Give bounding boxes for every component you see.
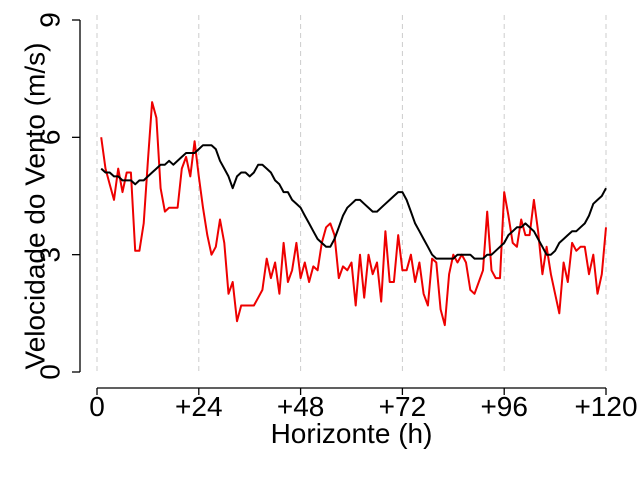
data-series <box>100 101 607 327</box>
x-tick-label-1: +24 <box>175 391 223 422</box>
y-axis-ticks: 0 3 6 9 <box>34 12 80 380</box>
x-tick-label-2: +48 <box>277 391 325 422</box>
series-line-1 <box>100 144 607 260</box>
x-axis-ticks: 0 +24 +48 +72 +96 +120 <box>89 388 638 422</box>
x-tick-label-4: +96 <box>480 391 528 422</box>
y-tick-label-0: 0 <box>34 364 65 380</box>
x-tick-label-3: +72 <box>379 391 427 422</box>
axes <box>79 20 606 389</box>
grid-lines <box>96 15 607 372</box>
x-tick-label-0: 0 <box>89 391 105 422</box>
y-axis-title: Velocidade do Vento (m/s) <box>19 43 50 370</box>
y-tick-label-1: 3 <box>34 247 65 263</box>
x-axis-title: Horizonte (h) <box>271 418 433 449</box>
x-tick-label-5: +120 <box>574 391 637 422</box>
y-tick-label-3: 9 <box>34 12 65 28</box>
series-line-0 <box>100 101 607 327</box>
y-tick-label-2: 6 <box>34 130 65 146</box>
